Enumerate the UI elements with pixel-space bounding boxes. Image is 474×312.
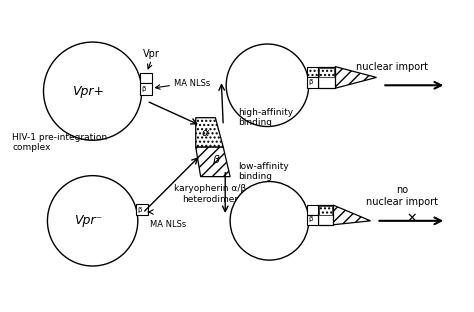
Bar (307, 215, 318, 225)
Text: α: α (202, 129, 209, 139)
Text: nuclear import: nuclear import (356, 61, 428, 71)
Bar (318, 205, 333, 225)
Bar (307, 77, 318, 88)
Text: β: β (309, 79, 313, 85)
Bar (319, 206, 332, 215)
Text: low-affinity
binding: low-affinity binding (238, 162, 289, 181)
Text: β: β (137, 207, 142, 213)
Bar (307, 205, 318, 215)
Circle shape (47, 176, 138, 266)
Text: Vpr: Vpr (143, 49, 160, 59)
Bar (307, 67, 318, 77)
Bar (140, 72, 152, 83)
Text: Vpr+: Vpr+ (72, 85, 104, 98)
Polygon shape (335, 67, 376, 88)
Text: MA NLSs: MA NLSs (150, 220, 186, 229)
Text: HIV-1 pre-integration
complex: HIV-1 pre-integration complex (12, 133, 107, 152)
Polygon shape (196, 147, 230, 177)
Bar (140, 83, 152, 95)
Circle shape (44, 42, 142, 140)
Polygon shape (333, 205, 371, 225)
Bar (319, 68, 334, 77)
Circle shape (230, 182, 309, 260)
Bar (136, 204, 147, 215)
Text: β: β (142, 86, 146, 92)
Text: no
nuclear import: no nuclear import (366, 185, 438, 207)
Text: ✕: ✕ (407, 212, 417, 225)
Polygon shape (196, 118, 223, 147)
Text: karyopherin α/β
heterodimer: karyopherin α/β heterodimer (174, 184, 246, 204)
Text: Vpr⁻: Vpr⁻ (73, 214, 102, 227)
Text: high-affinity
binding: high-affinity binding (238, 108, 293, 127)
Bar (318, 67, 335, 88)
Circle shape (226, 44, 309, 127)
Text: β: β (212, 155, 219, 165)
Text: β: β (309, 216, 313, 222)
Text: MA NLSs: MA NLSs (174, 79, 210, 88)
